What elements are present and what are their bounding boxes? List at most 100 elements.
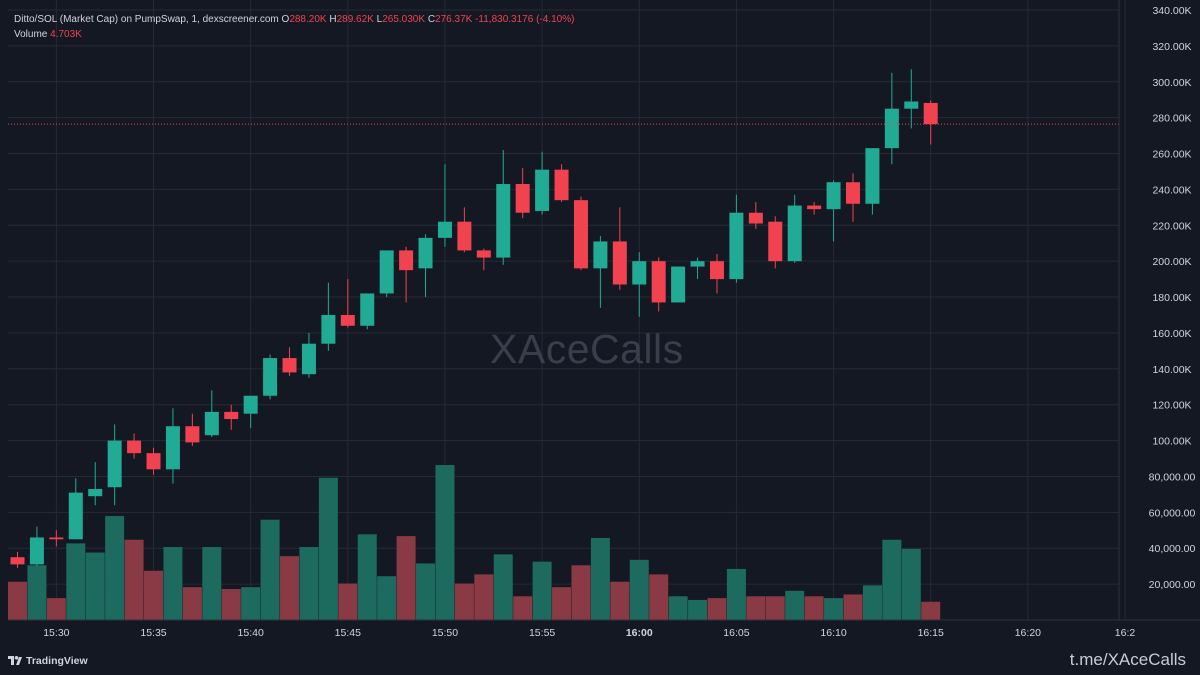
volume-bar xyxy=(571,565,591,620)
volume-bar xyxy=(493,554,513,620)
symbol-label: Ditto/SOL (Market Cap) on PumpSwap, 1, d… xyxy=(14,14,279,25)
candle-body xyxy=(127,440,142,454)
candle-body xyxy=(671,266,686,303)
candle-series xyxy=(10,69,938,568)
candle-body xyxy=(282,358,297,373)
volume-bar xyxy=(202,547,222,620)
volume-bar xyxy=(649,574,669,620)
candle-body xyxy=(88,489,103,497)
time-tick-label: 16:20 xyxy=(1015,627,1041,639)
candle-body xyxy=(68,492,83,540)
time-tick-label: 16:10 xyxy=(820,627,846,639)
candle-body xyxy=(301,343,316,375)
price-tick-label: 40,000.00 xyxy=(1149,543,1196,555)
tradingview-brand: TradingView xyxy=(26,655,88,667)
low-label: L xyxy=(376,14,383,25)
close-label: C xyxy=(427,14,436,25)
candle-body xyxy=(826,182,841,210)
candle-body xyxy=(146,453,161,470)
volume-bar xyxy=(182,587,202,620)
price-tick-label: 120.00K xyxy=(1152,400,1191,412)
volume-bar xyxy=(163,547,183,620)
change-value: -11,830.3176 (-4.10%) xyxy=(475,14,575,25)
price-tick-label: 220.00K xyxy=(1152,220,1191,232)
volume-bar xyxy=(105,516,125,620)
volume-bar xyxy=(532,561,552,620)
volume-bar xyxy=(862,585,882,620)
tradingview-logo[interactable]: TradingView xyxy=(8,655,88,667)
candle-body xyxy=(690,261,705,267)
candle-body xyxy=(787,205,802,262)
time-tick-label: 16:15 xyxy=(918,627,944,639)
candle-body xyxy=(185,426,200,443)
volume-bar xyxy=(318,477,338,620)
candle-body xyxy=(845,182,860,204)
candle-body xyxy=(612,241,627,285)
volume-bar xyxy=(785,590,805,620)
time-tick-label: 15:45 xyxy=(335,627,361,639)
candle-body xyxy=(399,250,414,271)
volume-bar xyxy=(765,596,785,620)
price-tick-label: 260.00K xyxy=(1152,149,1191,161)
volume-bar xyxy=(668,596,688,620)
candle-body xyxy=(204,411,219,436)
candle-body xyxy=(437,221,452,238)
time-axis[interactable]: 15:30 15:35 15:40 15:45 15:50 15:55 16:00 16:05… xyxy=(43,627,1135,639)
candle-body xyxy=(884,108,899,149)
volume-bar xyxy=(299,547,319,620)
volume-bar xyxy=(66,543,86,620)
volume-bar xyxy=(590,537,610,620)
time-tick-label: 16:05 xyxy=(723,627,749,639)
candle-body xyxy=(632,261,647,285)
candle-body xyxy=(243,395,258,414)
candle-body xyxy=(379,250,394,294)
tradingview-logo-icon xyxy=(8,656,22,665)
time-tick-label: 16:00 xyxy=(626,627,653,639)
grid-lines xyxy=(8,0,1126,620)
volume-bar xyxy=(629,559,649,620)
volume-bar xyxy=(241,587,261,620)
open-value: 288.20K xyxy=(289,14,327,25)
volume-bar xyxy=(707,598,727,620)
volume-bar xyxy=(746,596,766,620)
volume-bar xyxy=(688,599,708,620)
candle-body xyxy=(904,101,919,109)
price-tick-label: 20,000.00 xyxy=(1149,579,1196,591)
volume-bar xyxy=(144,570,164,620)
candle-body xyxy=(224,411,239,420)
time-tick-label: 16:2 xyxy=(1115,627,1136,639)
price-tick-label: 140.00K xyxy=(1152,364,1191,376)
volume-bar xyxy=(552,587,572,620)
candle-body xyxy=(10,557,25,565)
volume-bar xyxy=(8,581,27,620)
candle-body xyxy=(360,293,375,326)
volume-bar xyxy=(280,556,300,620)
volume-bar xyxy=(882,539,902,620)
time-tick-label: 15:55 xyxy=(529,627,555,639)
candle-body xyxy=(923,102,938,125)
candle-body xyxy=(29,537,44,565)
time-tick-label: 15:30 xyxy=(43,627,69,639)
telegram-link[interactable]: t.me/XAceCalls xyxy=(1069,650,1186,669)
candle-body xyxy=(107,440,122,488)
low-value: 265.030K xyxy=(382,14,426,25)
price-axis[interactable]: 20,000.00 40,000.00 60,000.00 80,000.00 100.… xyxy=(1149,5,1196,591)
volume-bar xyxy=(726,568,746,620)
volume-bar xyxy=(396,536,416,620)
candle-body xyxy=(418,237,433,269)
candle-body xyxy=(321,315,336,344)
volume-bar xyxy=(824,598,844,620)
volume-bar xyxy=(377,576,397,620)
candle-body xyxy=(340,315,355,326)
candle-body xyxy=(593,241,608,269)
time-tick-label: 15:50 xyxy=(432,627,458,639)
candle-body xyxy=(748,212,763,224)
volume-bar xyxy=(338,583,358,620)
price-tick-label: 240.00K xyxy=(1152,184,1191,196)
close-value: 276.37K xyxy=(435,14,473,25)
candle-body xyxy=(807,205,822,210)
high-value: 289.62K xyxy=(336,14,374,25)
volume-value: 4.703K xyxy=(50,29,82,40)
volume-bar xyxy=(921,601,941,620)
